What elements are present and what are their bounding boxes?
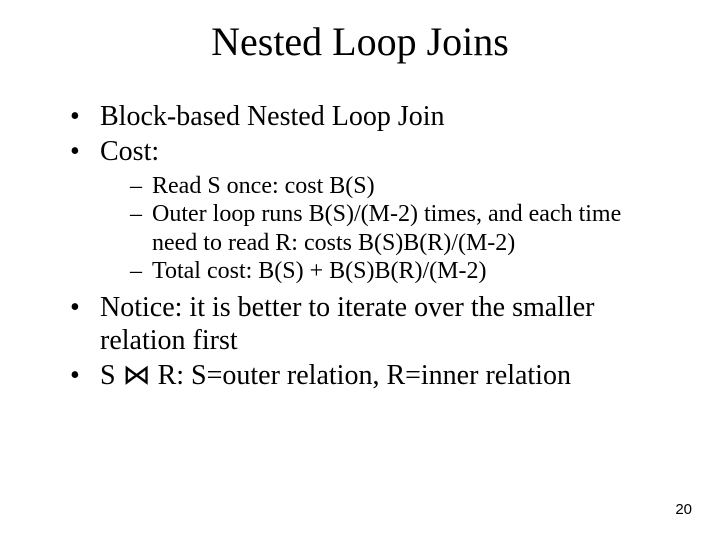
slide-title: Nested Loop Joins [0,18,720,65]
sub-bullet-item: Outer loop runs B(S)/(M-2) times, and ea… [130,200,670,257]
page-number: 20 [675,501,692,518]
bullet-list-level1: Block-based Nested Loop Join Cost: Read … [70,100,670,392]
bullet-item: Block-based Nested Loop Join [70,100,670,133]
bullet-list-level2: Read S once: cost B(S) Outer loop runs B… [100,172,670,285]
bullet-item: S ⋈ R: S=outer relation, R=inner relatio… [70,359,670,392]
bullet-text: S ⋈ R: S=outer relation, R=inner relatio… [100,360,571,391]
bullet-item: Notice: it is better to iterate over the… [70,291,670,357]
sub-bullet-text: Total cost: B(S) + B(S)B(R)/(M-2) [152,258,487,284]
bullet-item: Cost: Read S once: cost B(S) Outer loop … [70,135,670,285]
sub-bullet-item: Read S once: cost B(S) [130,172,670,200]
bullet-text: Notice: it is better to iterate over the… [100,292,594,356]
bullet-text: Block-based Nested Loop Join [100,101,445,132]
bullet-text: Cost: [100,136,159,167]
slide-body: Block-based Nested Loop Join Cost: Read … [70,100,670,394]
slide: Nested Loop Joins Block-based Nested Loo… [0,0,720,540]
sub-bullet-text: Outer loop runs B(S)/(M-2) times, and ea… [152,201,621,255]
sub-bullet-item: Total cost: B(S) + B(S)B(R)/(M-2) [130,257,670,285]
sub-bullet-text: Read S once: cost B(S) [152,173,375,199]
